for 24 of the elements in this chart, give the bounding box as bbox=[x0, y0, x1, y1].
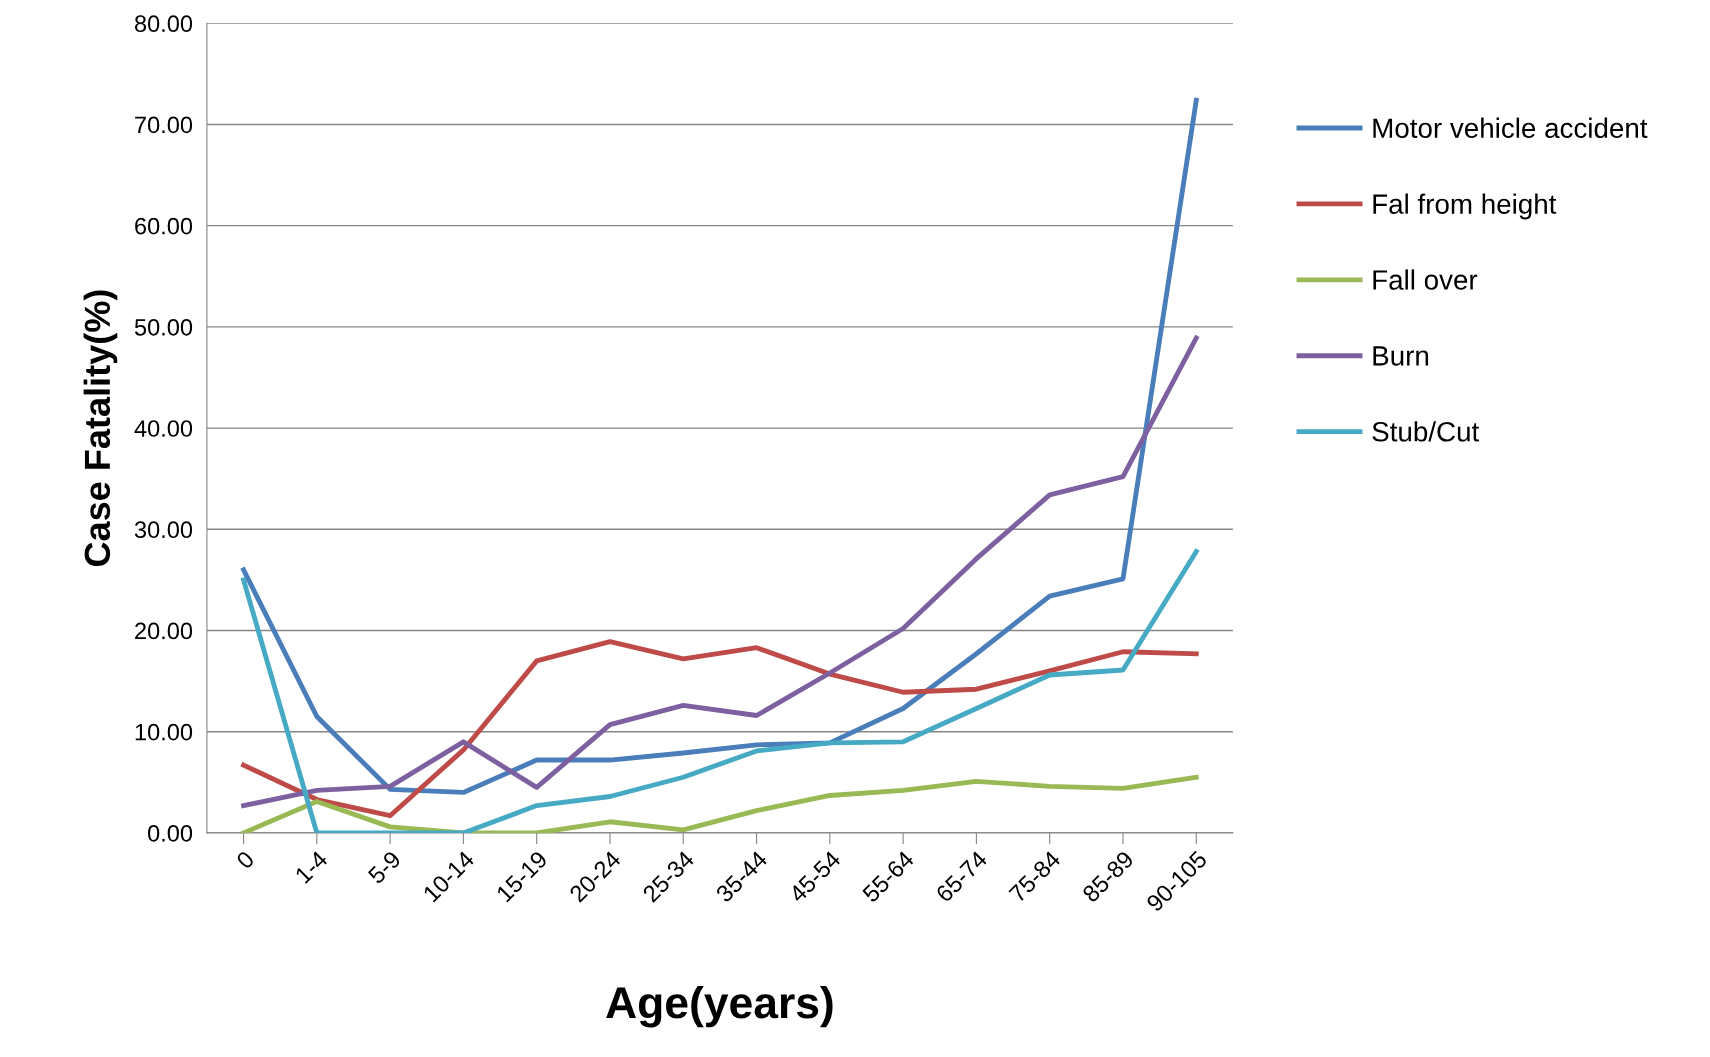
line-series bbox=[241, 97, 1199, 795]
x-tick-label: 0 bbox=[235, 849, 256, 870]
y-tick-label: 60.00 bbox=[135, 217, 193, 235]
line-series bbox=[241, 639, 1199, 819]
y-tick-label: 30.00 bbox=[134, 521, 193, 539]
x-axis-title: Age(years) bbox=[606, 985, 833, 1028]
y-tick-label: 40.00 bbox=[134, 420, 193, 437]
x-tick-label: 1-4 bbox=[294, 849, 329, 884]
y-axis-title: Case Fatality(%) bbox=[83, 290, 118, 567]
line-series bbox=[241, 335, 1199, 809]
y-tick-label: 0.00 bbox=[147, 824, 193, 842]
line-series bbox=[241, 549, 1199, 833]
y-tick-label: 80.00 bbox=[134, 15, 193, 33]
line-series bbox=[241, 774, 1199, 833]
legend-label: Burn bbox=[1373, 346, 1429, 366]
y-tick-label: 10.00 bbox=[135, 723, 193, 741]
legend-label: Motor vehicle accident bbox=[1373, 117, 1648, 139]
legend-label: Stub/Cut bbox=[1372, 421, 1480, 442]
x-tick-label: 5-9 bbox=[367, 850, 402, 885]
y-tick-label: 20.00 bbox=[135, 622, 193, 640]
legend-label: Fall over bbox=[1373, 269, 1478, 290]
y-tick-label: 70.00 bbox=[135, 116, 193, 134]
legend-label: Fal from height bbox=[1373, 193, 1557, 220]
y-tick-label: 50.00 bbox=[134, 318, 193, 336]
